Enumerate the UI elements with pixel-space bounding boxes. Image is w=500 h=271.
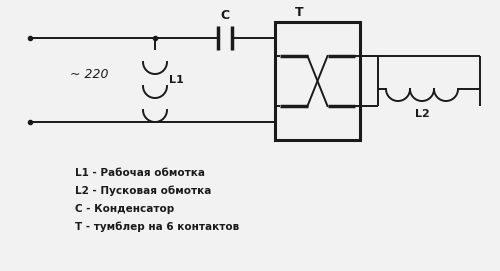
- Bar: [275, 22, 360, 140]
- Text: L2 - Пусковая обмотка: L2 - Пусковая обмотка: [75, 186, 212, 196]
- Text: L1 - Рабочая обмотка: L1 - Рабочая обмотка: [75, 168, 205, 178]
- Text: L1: L1: [169, 75, 184, 85]
- Text: C: C: [220, 9, 230, 22]
- Text: T: T: [295, 6, 304, 19]
- Text: С - Конденсатор: С - Конденсатор: [75, 204, 174, 214]
- Text: T - тумблер на 6 контактов: T - тумблер на 6 контактов: [75, 222, 239, 233]
- Text: L2: L2: [414, 109, 430, 119]
- Text: ~ 220: ~ 220: [70, 69, 108, 82]
